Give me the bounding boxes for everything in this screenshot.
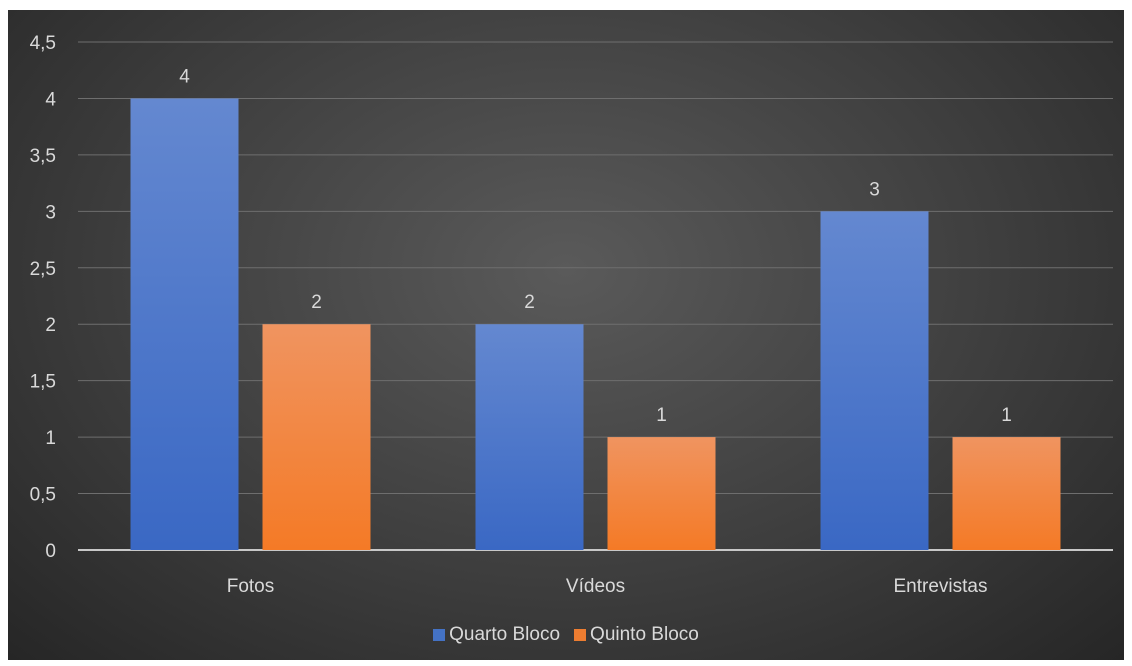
data-label: 3 bbox=[869, 179, 880, 200]
data-label: 2 bbox=[311, 292, 322, 313]
y-tick-label: 3,5 bbox=[30, 146, 56, 167]
legend-item-quarto-bloco: Quarto Bloco bbox=[433, 624, 560, 646]
data-label: 1 bbox=[1001, 405, 1012, 426]
y-tick-label: 4 bbox=[45, 89, 56, 110]
bar bbox=[130, 98, 239, 550]
bar bbox=[607, 437, 716, 550]
y-tick-label: 3 bbox=[45, 202, 56, 223]
chart-area: 0 0,5 1 1,5 2 2,5 3 3,5 4 4,5 4 2 Fotos 2 1 Vídeos 3 1 Ent… bbox=[8, 10, 1124, 660]
bar bbox=[262, 324, 371, 550]
x-tick-label: Entrevistas bbox=[894, 576, 988, 597]
y-tick-label: 0 bbox=[45, 541, 56, 562]
y-tick-label: 2,5 bbox=[30, 259, 56, 280]
x-tick-label: Fotos bbox=[227, 576, 275, 597]
data-label: 4 bbox=[179, 66, 190, 87]
legend: Quarto Bloco Quinto Bloco bbox=[8, 620, 1124, 650]
y-tick-label: 1 bbox=[45, 428, 56, 449]
legend-swatch bbox=[433, 629, 446, 641]
legend-swatch bbox=[574, 629, 587, 641]
bar bbox=[820, 211, 929, 551]
y-tick-label: 2 bbox=[45, 315, 56, 336]
bar bbox=[952, 437, 1061, 550]
data-label: 1 bbox=[656, 405, 667, 426]
x-tick-label: Vídeos bbox=[566, 576, 625, 597]
y-tick-label: 4,5 bbox=[30, 33, 56, 54]
legend-item-quinto-bloco: Quinto Bloco bbox=[574, 624, 699, 646]
data-label: 2 bbox=[524, 292, 535, 313]
bar-chart: 0 0,5 1 1,5 2 2,5 3 3,5 4 4,5 4 2 Fotos 2 1 Vídeos 3 1 Ent… bbox=[30, 33, 1113, 597]
legend-label: Quarto Bloco bbox=[449, 624, 561, 645]
y-tick-label: 1,5 bbox=[30, 372, 56, 393]
bar bbox=[475, 324, 584, 550]
legend-label: Quinto Bloco bbox=[590, 624, 699, 645]
y-tick-label: 0,5 bbox=[30, 485, 56, 506]
